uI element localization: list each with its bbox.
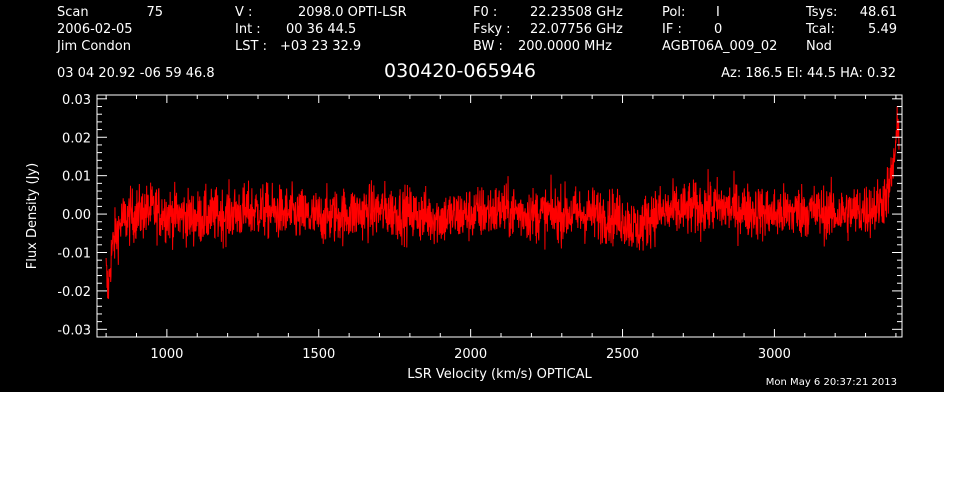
if-value: 0 xyxy=(714,22,723,37)
bw-label: BW : xyxy=(473,39,503,54)
x-tick-label: 2000 xyxy=(454,347,487,362)
velocity-label: V : xyxy=(235,5,253,20)
observer-name: Jim Condon xyxy=(57,39,131,54)
source-name: 030420-065946 xyxy=(384,60,536,82)
project-id: AGBT06A_009_02 xyxy=(662,39,778,54)
axis-ticks: 1000 1500 2000 2500 3000 -0.03 -0.02 -0.01 0.00 0… xyxy=(57,93,902,362)
bw-value: 200.0000 MHz xyxy=(518,39,612,54)
tsys-label: Tsys: xyxy=(806,5,838,20)
source-coordinates: 03 04 20.92 -06 59 46.8 xyxy=(57,66,215,81)
tcal-value: 5.49 xyxy=(868,22,897,37)
x-tick-label: 3000 xyxy=(758,347,791,362)
y-tick-label: 0.03 xyxy=(62,93,91,108)
tsys-value: 48.61 xyxy=(859,5,897,20)
pol-value: I xyxy=(716,5,720,20)
procedure-name: Nod xyxy=(806,39,832,54)
x-tick-label: 1500 xyxy=(302,347,335,362)
y-tick-label: 0.01 xyxy=(62,170,91,185)
spectrum-line xyxy=(105,106,900,299)
spectrum-panel: Scan 75 2006-02-05 Jim Condon V : 2098.0… xyxy=(0,0,944,392)
int-label: Int : xyxy=(235,22,261,37)
scan-value: 75 xyxy=(146,5,163,20)
y-axis-label: Flux Density (Jy) xyxy=(25,163,40,269)
y-tick-label: -0.03 xyxy=(57,323,91,338)
spectrum-plot: 1000 1500 2000 2500 3000 -0.03 -0.02 -0.01 0.00 0… xyxy=(25,93,903,382)
x-tick-label: 1000 xyxy=(150,347,183,362)
fsky-label: Fsky : xyxy=(473,22,511,37)
plot-frame xyxy=(96,94,903,338)
lst-label: LST : xyxy=(235,39,267,54)
spectrum-trace-group xyxy=(105,106,900,299)
tcal-label: Tcal: xyxy=(806,22,835,37)
x-tick-label: 2500 xyxy=(606,347,639,362)
x-axis-label: LSR Velocity (km/s) OPTICAL xyxy=(407,367,592,382)
y-tick-label: 0.02 xyxy=(62,131,91,146)
f0-value: 22.23508 GHz xyxy=(530,5,623,20)
velocity-value: 2098.0 OPTI-LSR xyxy=(298,5,407,20)
y-tick-label: -0.02 xyxy=(57,285,91,300)
y-tick-label: 0.00 xyxy=(62,208,91,223)
plot-timestamp: Mon May 6 20:37:21 2013 xyxy=(765,377,897,388)
fsky-value: 22.07756 GHz xyxy=(530,22,623,37)
y-tick-label: -0.01 xyxy=(57,246,91,261)
az-el-ha: Az: 186.5 El: 44.5 HA: 0.32 xyxy=(721,66,896,81)
f0-label: F0 : xyxy=(473,5,498,20)
pol-label: Pol: xyxy=(662,5,686,20)
obs-date: 2006-02-05 xyxy=(57,22,133,37)
int-value: 00 36 44.5 xyxy=(286,22,357,37)
if-label: IF : xyxy=(662,22,682,37)
scan-label: Scan xyxy=(57,5,89,20)
lst-value: +03 23 32.9 xyxy=(280,39,362,54)
